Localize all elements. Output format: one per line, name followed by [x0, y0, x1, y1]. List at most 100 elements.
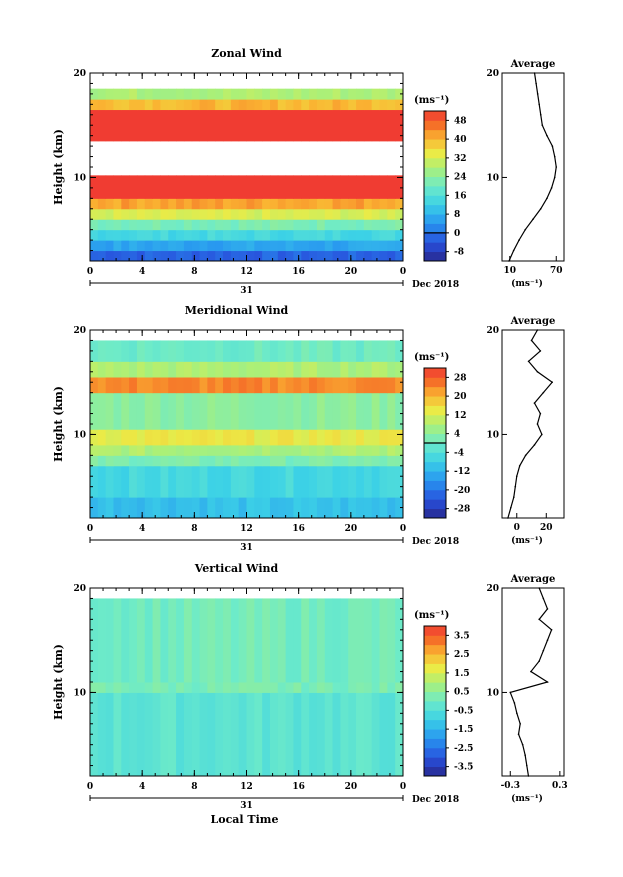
- average-profile-line: [508, 72, 557, 262]
- heatmap-cell: [254, 692, 263, 777]
- heatmap-cell: [207, 377, 216, 394]
- heatmap-cell: [183, 692, 193, 777]
- heatmap-cell: [285, 598, 294, 683]
- heatmap-cell: [191, 465, 201, 498]
- average-profile-point: [530, 339, 533, 342]
- heatmap-cell: [324, 361, 334, 378]
- heatmap-cell: [309, 444, 318, 456]
- heatmap-cell: [262, 377, 271, 394]
- colorbar-tick-label: 12: [454, 411, 467, 421]
- heatmap-cell: [332, 219, 341, 231]
- colorbar-unit: (ms⁻¹): [414, 95, 449, 106]
- heatmap-cell: [356, 250, 365, 262]
- heatmap-cell: [207, 392, 216, 430]
- colorbar-segment: [424, 461, 446, 472]
- colorbar-segment: [424, 452, 446, 463]
- heatmap-cell: [277, 455, 287, 467]
- heatmap-cell: [223, 682, 232, 693]
- heatmap-cell: [160, 250, 169, 262]
- average-title: Average: [510, 316, 556, 327]
- colorbar-tick-label: -1.5: [454, 725, 473, 735]
- heatmap-cell: [332, 88, 341, 100]
- heatmap-cell: [309, 465, 318, 498]
- heatmap-cell: [113, 497, 122, 519]
- heatmap-cell: [191, 340, 201, 362]
- heatmap-cell: [136, 392, 146, 430]
- heatmap-cell: [363, 444, 373, 456]
- heatmap-cell: [183, 392, 193, 430]
- heatmap-cell: [207, 340, 216, 362]
- colorbar-segment: [424, 148, 446, 159]
- heatmap-cell: [324, 455, 334, 467]
- x-tick-label: 16: [292, 524, 305, 534]
- heatmap-cell: [371, 377, 381, 394]
- heatmap-cell: [168, 682, 177, 693]
- colorbar-tick-label: 40: [454, 135, 467, 145]
- heatmap-cell: [144, 497, 154, 519]
- heatmap-cell: [269, 392, 279, 430]
- heatmap-cell: [262, 250, 271, 262]
- heatmap-cell: [387, 109, 396, 142]
- heatmap-cell: [160, 361, 169, 378]
- heatmap-cell: [121, 88, 130, 100]
- colorbar-unit: (ms⁻¹): [414, 610, 449, 621]
- heatmap-cell: [176, 465, 185, 498]
- colorbar-segment: [424, 757, 446, 768]
- heatmap-cell: [136, 219, 146, 231]
- colorbar-segment: [424, 424, 446, 435]
- panel-title: Meridional Wind: [185, 304, 289, 317]
- heatmap-cell: [387, 99, 396, 111]
- heatmap-cell: [230, 198, 240, 210]
- heatmap-cell: [262, 88, 271, 100]
- heatmap-cell: [199, 444, 208, 456]
- heatmap-cell: [340, 465, 349, 498]
- heatmap-cell: [309, 377, 318, 394]
- heatmap-cell: [223, 240, 232, 252]
- heatmap-cell: [152, 208, 161, 220]
- heatmap-cell: [152, 175, 161, 199]
- heatmap-cell: [152, 377, 161, 394]
- average-profile-point: [533, 72, 536, 74]
- heatmap-cell: [356, 455, 365, 467]
- heatmap-cell: [348, 598, 357, 683]
- heatmap-cell: [293, 219, 302, 231]
- heatmap-cell: [324, 682, 334, 693]
- heatmap-cell: [379, 198, 388, 210]
- heatmap-cell: [324, 598, 334, 683]
- heatmap-cell: [301, 361, 310, 378]
- heatmap-cell: [191, 455, 201, 467]
- average-x-tick-label: 0.3: [552, 781, 568, 791]
- heatmap-cell: [176, 598, 185, 683]
- heatmap-cell: [207, 175, 216, 199]
- heatmap-cells: [90, 598, 404, 777]
- heatmap-cell: [269, 497, 279, 519]
- heatmap-cell: [316, 208, 326, 220]
- heatmap-cell: [129, 598, 138, 683]
- heatmap-cell: [183, 229, 193, 241]
- heatmap-cell: [332, 175, 341, 199]
- colorbar-tick-label: -2.5: [454, 744, 473, 754]
- average-profile-point: [518, 464, 521, 467]
- heatmap-cell: [144, 692, 154, 777]
- heatmap-cell: [277, 219, 287, 231]
- heatmap-cell: [207, 99, 216, 111]
- average-profile-line: [507, 329, 554, 519]
- heatmap-cell: [285, 229, 294, 241]
- heatmap-cell: [285, 240, 294, 252]
- average-x-tick-label: 20: [540, 523, 553, 533]
- heatmap-cell: [363, 377, 373, 394]
- heatmap-cell: [387, 497, 396, 519]
- heatmap-cell: [90, 361, 99, 378]
- heatmap-cell: [379, 340, 388, 362]
- heatmap-cell: [293, 377, 302, 394]
- heatmap-cell: [277, 377, 287, 394]
- heatmap-cell: [309, 682, 318, 693]
- heatmap-cell: [136, 497, 146, 519]
- heatmap-cell: [136, 208, 146, 220]
- heatmap-cell: [97, 692, 107, 777]
- heatmap-cell: [356, 88, 365, 100]
- heatmap-cell: [191, 88, 201, 100]
- heatmap-cell: [215, 109, 224, 142]
- heatmap-cell: [348, 198, 357, 210]
- heatmap-cell: [332, 465, 341, 498]
